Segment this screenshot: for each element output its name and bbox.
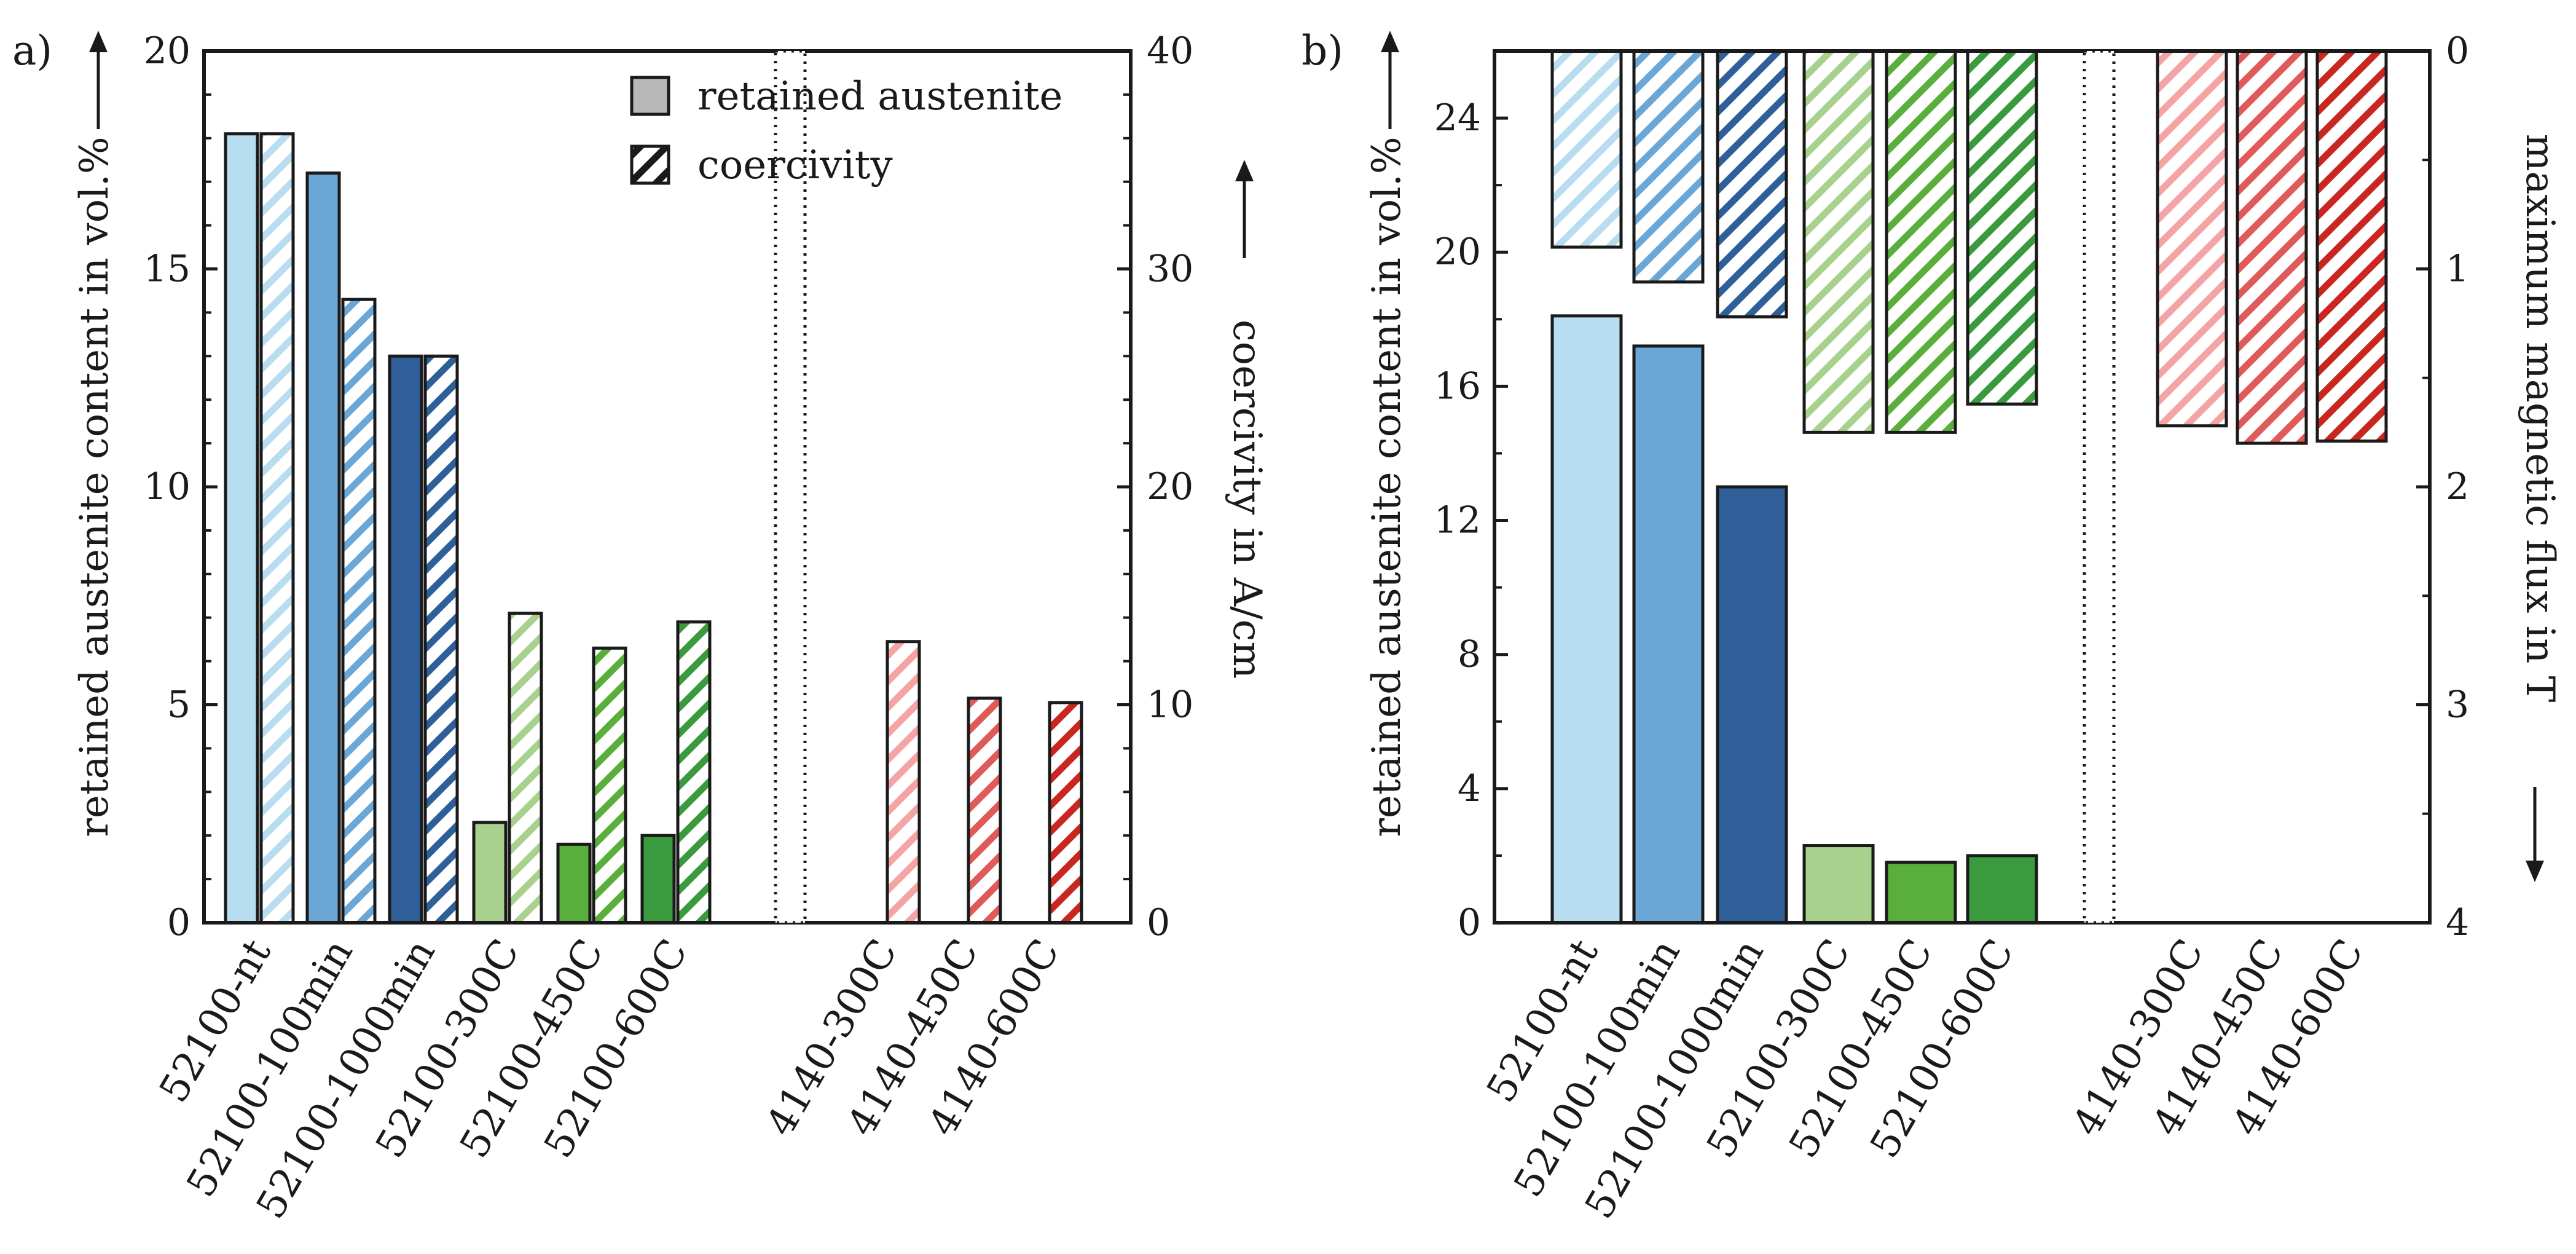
panel-a-left-axis-label: retained austenite content in vol.%: [72, 136, 117, 837]
tick-label: 20: [1434, 231, 1481, 274]
bar-a-coercivity-52100-450c: [592, 646, 627, 925]
panel-b-left-axis-title: retained austenite content in vol.%: [1364, 136, 1410, 837]
panel-b-right-axis-title: maximum magnetic flux in T: [2517, 134, 2562, 703]
bar-b-flux-52100-100min: [1632, 49, 1705, 284]
bar-b-austenite-52100-100min: [1632, 344, 1705, 925]
panel-b-left-ticks: 0 4 8 12 16 20 24: [1434, 50, 1508, 944]
tick-label: 3: [2446, 684, 2469, 727]
bar-a-coercivity-4140-600c: [1048, 701, 1083, 925]
bar-b-austenite-52100-600c: [1966, 854, 2038, 925]
bar-b-flux-52100-300c: [1802, 49, 1875, 434]
bar-b-austenite-52100-450c: [1885, 861, 1957, 925]
panel-b-left-axis-arrow: [1381, 31, 1399, 129]
panel-a-left-axis-title: retained austenite content in vol.%: [72, 136, 117, 837]
tick-label: 5: [167, 684, 190, 727]
panel-a-right-ticks: 0 10 20 30 40: [1117, 30, 1193, 944]
tick-label: 0: [1147, 901, 1170, 944]
tick-label: 16: [1434, 365, 1481, 408]
panel-b-right-axis-label: maximum magnetic flux in T: [2517, 134, 2562, 703]
bar-b-flux-52100-450c: [1885, 49, 1957, 434]
panel-b-category-labels: 52100-nt52100-100min52100-1000min52100-3…: [1478, 932, 2373, 1226]
panel-a-bars: [224, 132, 1083, 925]
bar-a-coercivity-4140-450c: [967, 696, 1002, 925]
bar-b-flux-4140-450c: [2236, 49, 2308, 445]
tick-label: 40: [1147, 30, 1193, 73]
panel-b-right-ticks: 0 1 2 3 4: [2416, 30, 2469, 944]
bar-a-austenite-52100-nt: [224, 132, 259, 925]
tick-label: 20: [1147, 465, 1193, 508]
bar-a-coercivity-52100-300c: [508, 612, 543, 925]
bar-b-flux-52100-600c: [1966, 49, 2038, 406]
bar-a-coercivity-52100-100min: [341, 298, 377, 925]
panel-a-left-ticks: 0 5 10 15 20: [144, 30, 218, 944]
tick-label: 2: [2446, 465, 2469, 508]
bar-a-austenite-52100-1000min: [388, 354, 423, 925]
tick-label: 1: [2446, 248, 2469, 291]
bar-b-flux-4140-300c: [2156, 49, 2228, 428]
bar-b-austenite-52100-300c: [1802, 844, 1875, 925]
tick-label: 30: [1147, 248, 1193, 291]
panel-a-category-labels: 52100-nt52100-100min52100-1000min52100-3…: [151, 932, 1069, 1226]
bar-b-flux-52100-nt: [1550, 49, 1623, 249]
panel-a-axis-break: [774, 49, 807, 925]
bar-a-coercivity-52100-nt: [259, 132, 295, 925]
panel-a-left-axis-arrow: [89, 31, 108, 129]
bar-a-austenite-52100-300c: [472, 821, 508, 925]
panel-a-label: a): [12, 27, 52, 74]
bar-b-flux-52100-1000min: [1716, 49, 1788, 318]
tick-label: 0: [1458, 901, 1481, 944]
legend-swatch-hatched: [630, 144, 670, 185]
tick-label: 24: [1434, 97, 1481, 140]
legend-label-retained-austenite: retained austenite: [697, 74, 1062, 119]
tick-label: 20: [144, 30, 190, 73]
bar-b-austenite-52100-1000min: [1716, 485, 1788, 925]
tick-label: 8: [1458, 633, 1481, 676]
bar-a-coercivity-52100-1000min: [423, 354, 459, 925]
bar-a-coercivity-52100-600c: [676, 620, 712, 925]
tick-label: 15: [144, 248, 190, 291]
tick-label: 12: [1434, 499, 1481, 542]
legend: retained austenite coercivity: [630, 74, 1062, 188]
tick-label: 4: [2446, 901, 2469, 944]
bar-a-coercivity-4140-300c: [886, 640, 921, 925]
panel-a-right-axis-title: coercivity in A/cm: [1224, 320, 1270, 679]
tick-label: 4: [1458, 767, 1481, 810]
tick-label: 10: [1147, 684, 1193, 727]
panel-a-right-axis-arrow: [1235, 160, 1254, 258]
tick-label: 0: [167, 901, 190, 944]
legend-label-coercivity: coercivity: [697, 143, 893, 188]
panel-b-right-axis-arrow: [2526, 787, 2544, 882]
panel-b-axis-break: [2083, 49, 2116, 925]
tick-label: 10: [144, 465, 190, 508]
panel-b-left-axis-label: retained austenite content in vol.%: [1364, 136, 1410, 837]
bar-a-austenite-52100-600c: [640, 834, 676, 925]
bar-a-austenite-52100-100min: [305, 172, 341, 925]
bar-b-flux-4140-600c: [2315, 49, 2388, 443]
panel-a-right-axis-label: coercivity in A/cm: [1224, 320, 1270, 679]
bar-a-austenite-52100-450c: [556, 842, 592, 925]
panel-a: a) 0 5 10 15 20 0 10 20 30 40 52100-nt52100-100m…: [12, 27, 1270, 1226]
bar-b-austenite-52100-nt: [1550, 314, 1623, 925]
panel-b-label: b): [1302, 27, 1343, 74]
tick-label: 0: [2446, 30, 2469, 73]
legend-swatch-solid: [630, 76, 670, 116]
panel-b-bars: [1550, 49, 2388, 925]
